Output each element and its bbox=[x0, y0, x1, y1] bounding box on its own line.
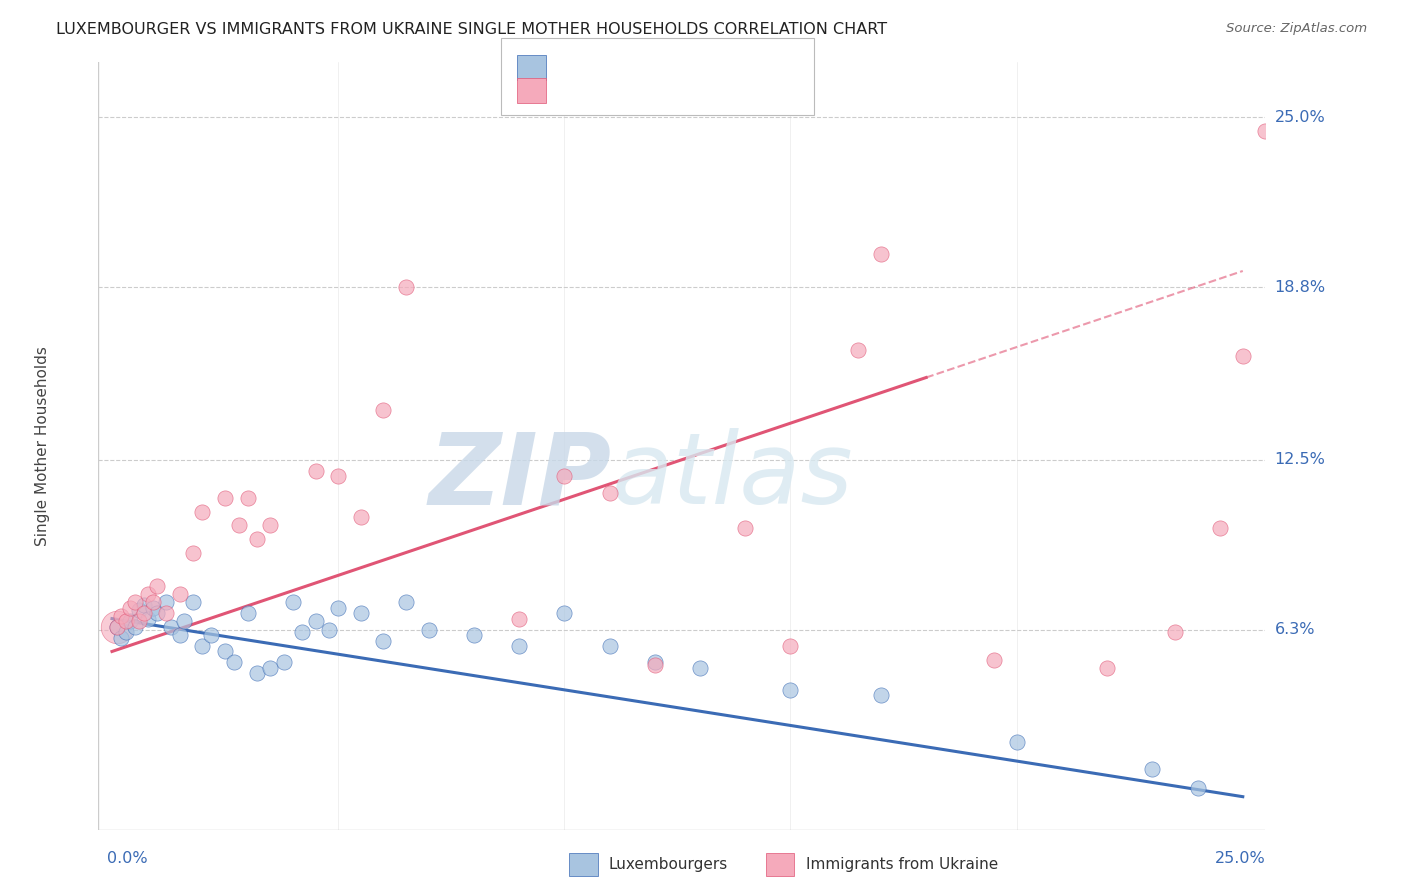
Text: Luxembourgers: Luxembourgers bbox=[609, 857, 728, 871]
Point bbox=[224, 656, 246, 670]
Point bbox=[169, 628, 191, 642]
Point bbox=[779, 682, 801, 697]
Point bbox=[395, 280, 418, 294]
Point bbox=[236, 491, 259, 505]
Point bbox=[124, 620, 146, 634]
Point bbox=[304, 615, 326, 629]
Text: R =  0.464   N = 38: R = 0.464 N = 38 bbox=[560, 87, 709, 102]
Point bbox=[200, 628, 222, 642]
Point bbox=[304, 464, 326, 478]
Point bbox=[644, 658, 666, 673]
Point bbox=[273, 656, 295, 670]
Point bbox=[214, 491, 236, 505]
Point bbox=[328, 600, 350, 615]
Text: Immigrants from Ukraine: Immigrants from Ukraine bbox=[806, 857, 998, 871]
Point bbox=[136, 587, 159, 601]
Point bbox=[110, 608, 132, 623]
Point bbox=[173, 615, 195, 629]
Point bbox=[395, 595, 418, 609]
Point bbox=[120, 600, 142, 615]
Point bbox=[132, 606, 155, 620]
Point bbox=[1187, 781, 1209, 796]
Point bbox=[553, 469, 575, 483]
Text: 18.8%: 18.8% bbox=[1274, 279, 1326, 294]
Point bbox=[599, 639, 621, 653]
Point bbox=[124, 595, 146, 609]
Text: 6.3%: 6.3% bbox=[1274, 622, 1315, 637]
Point bbox=[183, 595, 205, 609]
Point bbox=[191, 639, 214, 653]
Point bbox=[259, 661, 281, 675]
Point bbox=[191, 505, 214, 519]
Text: 0.0%: 0.0% bbox=[107, 852, 148, 866]
Point bbox=[599, 485, 621, 500]
Point bbox=[983, 653, 1005, 667]
Text: LUXEMBOURGER VS IMMIGRANTS FROM UKRAINE SINGLE MOTHER HOUSEHOLDS CORRELATION CHA: LUXEMBOURGER VS IMMIGRANTS FROM UKRAINE … bbox=[56, 22, 887, 37]
Point bbox=[373, 403, 395, 417]
Point bbox=[114, 615, 136, 629]
Point bbox=[291, 625, 314, 640]
Point bbox=[1209, 521, 1232, 535]
Point bbox=[689, 661, 711, 675]
Point bbox=[110, 631, 132, 645]
Point bbox=[281, 595, 304, 609]
Point bbox=[779, 639, 801, 653]
Point bbox=[105, 620, 128, 634]
Point bbox=[418, 623, 440, 637]
Point bbox=[1232, 349, 1254, 363]
Point bbox=[328, 469, 350, 483]
Point bbox=[246, 666, 269, 681]
Point bbox=[183, 546, 205, 560]
Point bbox=[214, 644, 236, 658]
Point bbox=[734, 521, 756, 535]
Point bbox=[350, 510, 373, 524]
Point bbox=[1142, 762, 1164, 776]
Point bbox=[142, 600, 165, 615]
Point bbox=[870, 247, 893, 261]
Point bbox=[105, 620, 128, 634]
Point bbox=[146, 606, 169, 620]
Text: Source: ZipAtlas.com: Source: ZipAtlas.com bbox=[1226, 22, 1367, 36]
Point bbox=[128, 603, 150, 617]
Point bbox=[146, 579, 169, 593]
Point bbox=[142, 595, 165, 609]
Point bbox=[136, 612, 159, 626]
Point bbox=[318, 623, 340, 637]
Text: Single Mother Households: Single Mother Households bbox=[35, 346, 49, 546]
Point bbox=[1164, 625, 1187, 640]
Point bbox=[169, 587, 191, 601]
Text: atlas: atlas bbox=[612, 428, 853, 525]
Point bbox=[1254, 124, 1277, 138]
Text: 25.0%: 25.0% bbox=[1274, 110, 1326, 125]
Point bbox=[1005, 735, 1028, 749]
Point bbox=[128, 615, 150, 629]
Text: ZIP: ZIP bbox=[429, 428, 612, 525]
Point bbox=[463, 628, 485, 642]
Point bbox=[870, 689, 893, 703]
Point bbox=[846, 343, 869, 358]
Point bbox=[105, 620, 128, 634]
Text: R = -0.409   N = 43: R = -0.409 N = 43 bbox=[560, 58, 710, 73]
Point bbox=[155, 595, 177, 609]
Point bbox=[350, 606, 373, 620]
Point bbox=[246, 532, 269, 546]
Point bbox=[114, 625, 136, 640]
Point bbox=[236, 606, 259, 620]
Point bbox=[644, 656, 666, 670]
Point bbox=[259, 518, 281, 533]
Point bbox=[228, 518, 250, 533]
Point bbox=[159, 620, 181, 634]
Point bbox=[155, 606, 177, 620]
Point bbox=[1095, 661, 1118, 675]
Point bbox=[132, 598, 155, 612]
Point bbox=[553, 606, 575, 620]
Point bbox=[508, 612, 530, 626]
Text: 25.0%: 25.0% bbox=[1215, 852, 1265, 866]
Text: 12.5%: 12.5% bbox=[1274, 452, 1326, 467]
Point bbox=[508, 639, 530, 653]
Point bbox=[373, 633, 395, 648]
Point bbox=[120, 615, 142, 629]
